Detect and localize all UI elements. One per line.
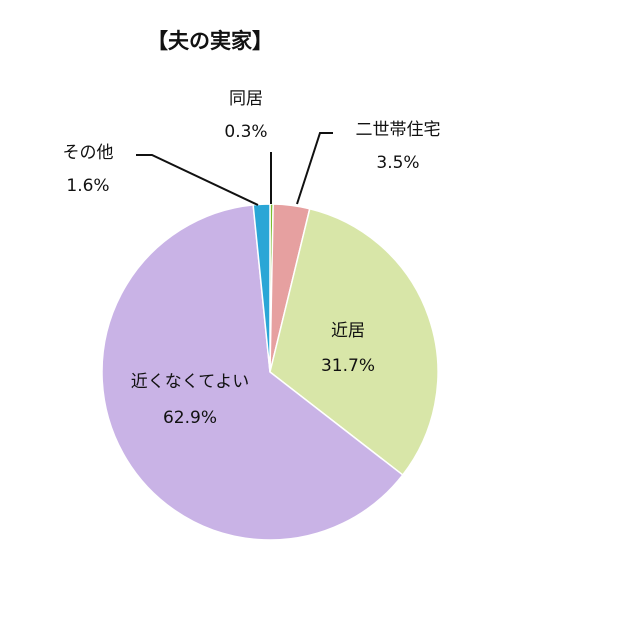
slice-name-label: 近くなくてよい xyxy=(131,372,250,392)
slice-value-label: 31.7% xyxy=(321,356,375,376)
slice-labels: 同居 0.3% 二世帯住宅 3.5% 近居 31.7% 近くなくてよい 62.9% その他 1.6… xyxy=(63,89,441,428)
slice-value-label: 3.5% xyxy=(376,153,419,173)
pie-slices xyxy=(101,203,439,541)
leader-lines xyxy=(136,132,333,206)
leader-line xyxy=(136,154,259,206)
chart-title: 【夫の実家】 xyxy=(147,29,273,53)
pie-slice xyxy=(252,203,271,373)
slice-name-label: 近居 xyxy=(331,321,365,341)
pie-slice xyxy=(269,207,439,477)
slice-name-label: その他 xyxy=(63,143,114,163)
slice-value-label: 0.3% xyxy=(224,122,267,142)
pie-slice xyxy=(101,204,404,541)
leader-line xyxy=(296,132,333,205)
slice-value-label: 62.9% xyxy=(163,408,217,428)
slice-name-label: 同居 xyxy=(229,89,263,109)
slice-name-label: 二世帯住宅 xyxy=(356,120,441,140)
slice-value-label: 1.6% xyxy=(66,176,109,196)
